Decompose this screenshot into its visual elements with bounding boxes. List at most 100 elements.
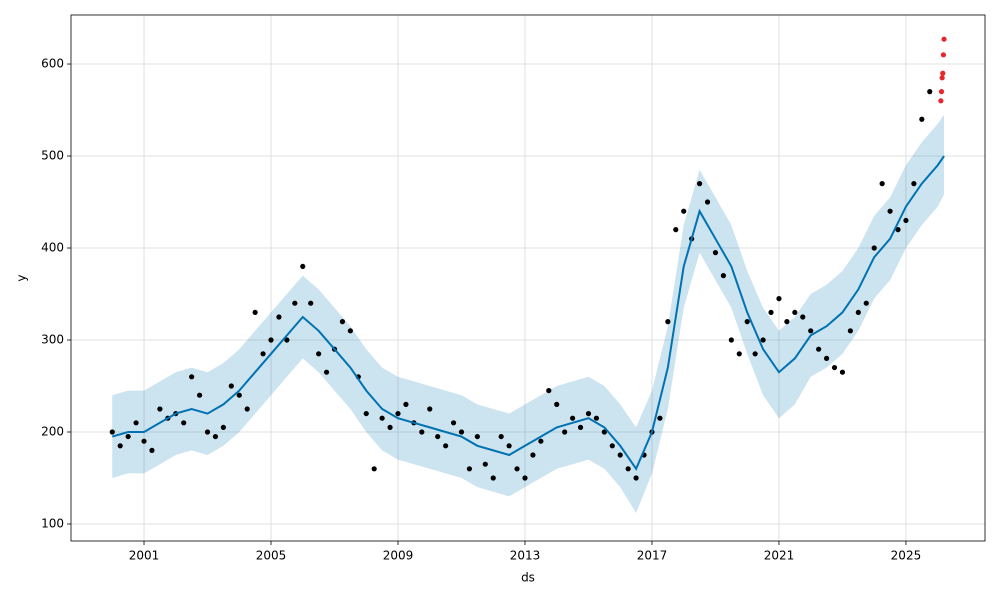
observed-point [736,351,742,357]
observed-point [181,420,187,426]
observed-point [895,227,901,233]
observed-point [530,452,536,458]
observed-point [189,374,195,380]
observed-point [458,429,465,435]
observed-point [546,387,552,394]
observed-point [339,319,346,325]
observed-point [871,245,877,251]
observed-point [784,319,790,325]
observed-point [657,415,663,421]
observed-point [466,466,473,472]
plot-area [109,36,947,513]
observed-point [387,424,393,430]
observed-point [760,337,766,343]
observed-point [117,443,123,449]
observed-point [395,410,401,417]
observed-point [268,337,274,343]
observed-point [704,199,711,205]
recent-point [940,52,947,58]
observed-point [855,309,861,316]
observed-point [149,447,155,453]
observed-point [919,116,925,122]
observed-point [625,466,631,472]
observed-point [585,410,592,417]
observed-point [498,433,504,440]
observed-point [839,369,846,375]
x-tick-label: 2025 [891,549,922,563]
observed-point [728,337,734,343]
forecast-line [111,155,945,471]
observed-point [109,429,115,435]
observed-point [665,319,671,325]
observed-point [609,443,615,449]
observed-point [792,309,798,316]
x-axis-label: ds [521,571,535,585]
observed-point [927,89,933,95]
observed-point [347,328,353,334]
observed-point [300,263,306,270]
observed-point [522,475,528,481]
x-tick-label: 2009 [383,549,414,563]
y-tick-label: 600 [41,57,64,71]
observed-point [720,273,727,279]
x-tick-label: 2013 [510,549,541,563]
observed-point [617,452,623,458]
y-tick-label: 200 [41,424,64,438]
y-tick-label: 500 [41,149,64,163]
observed-point [823,355,830,361]
y-axis-label: y [15,274,29,281]
observed-point [863,300,869,306]
observed-point [808,328,814,334]
observed-point [443,443,449,449]
observed-point [673,227,679,233]
observed-point [752,351,758,357]
observed-point [490,475,496,481]
observed-point [220,424,226,430]
observed-point [482,461,488,467]
recent-point [938,98,944,104]
observed-point [768,309,774,316]
observed-point [887,208,893,214]
observed-point [450,420,457,426]
observed-point [593,415,600,421]
observed-point [284,337,290,343]
observed-point [323,369,330,375]
observed-point [308,300,314,306]
recent-point [938,89,945,95]
x-tick-label: 2001 [129,549,160,563]
observed-point [474,433,480,440]
observed-point [681,208,687,214]
observed-point [403,401,409,407]
observed-point [577,424,584,430]
observed-point [514,466,520,472]
y-tick-label: 100 [41,516,64,530]
observed-point [696,181,703,187]
observed-point [427,406,433,412]
y-tick-label: 400 [41,241,64,255]
observed-point [506,443,512,449]
observed-point [744,319,750,325]
axes-frame [70,14,986,542]
observed-point [371,466,377,472]
observed-point [712,250,719,256]
observed-point [141,438,147,444]
observed-point [601,429,607,435]
recent-point [940,70,946,76]
observed-point [554,401,560,407]
observed-point [316,351,322,357]
observed-point [911,181,917,187]
observed-point [562,429,568,435]
observed-point [260,351,266,357]
observed-point [236,392,242,398]
observed-point [419,429,425,435]
recent-point [941,36,947,42]
observed-point [125,433,131,440]
observed-point [816,346,822,352]
x-tick-label: 2017 [637,549,668,563]
observed-point [776,296,782,302]
observed-point [204,429,211,435]
grid [71,15,985,541]
observed-point [538,438,544,444]
